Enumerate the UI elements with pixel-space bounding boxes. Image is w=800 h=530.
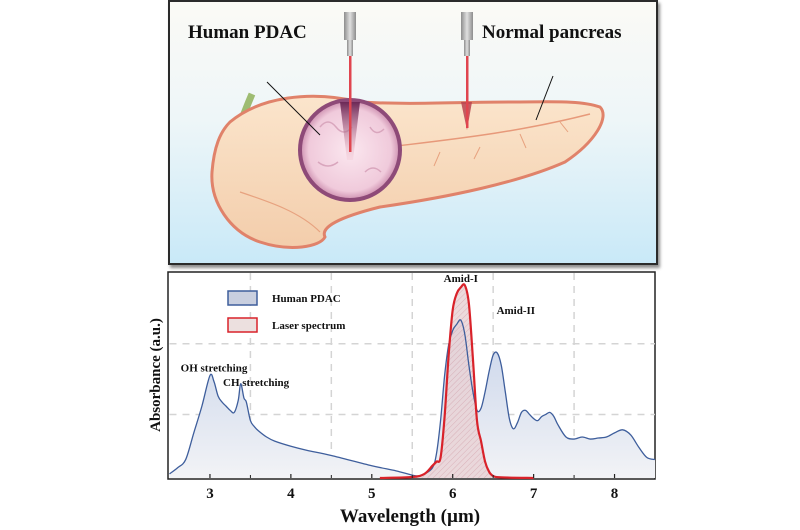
probe-right-tip bbox=[464, 40, 470, 56]
probe-left-tip bbox=[347, 40, 353, 56]
area-laser-spectrum bbox=[379, 284, 534, 478]
x-tick-label: 5 bbox=[368, 486, 376, 502]
x-tick-label: 6 bbox=[449, 486, 457, 502]
annotation-ch-stretching: CH stretching bbox=[223, 377, 290, 389]
probe-right bbox=[461, 12, 473, 40]
line-human-pdac bbox=[169, 319, 656, 477]
vessel-lower bbox=[239, 191, 321, 233]
annotation-amid-ii: Amid-II bbox=[497, 305, 536, 317]
laser-beam-left bbox=[349, 56, 352, 152]
legend-swatch-laser-spectrum bbox=[227, 317, 258, 333]
y-axis-title: Absorbance (a.u.) bbox=[148, 318, 164, 432]
pancreas-illustration: Human PDAC Normal pancreas bbox=[168, 0, 658, 265]
line-laser-spectrum bbox=[379, 283, 534, 480]
tumor-texture bbox=[317, 121, 385, 173]
series-areas bbox=[169, 283, 656, 480]
leader-line-normal bbox=[535, 75, 554, 121]
legend-label-laser-spectrum: Laser spectrum bbox=[272, 320, 345, 332]
legend-label-human-pdac: Human PDAC bbox=[272, 293, 341, 305]
annotation-amid-i: Amid-I bbox=[444, 273, 478, 285]
legend: Human PDAC Laser spectrum bbox=[227, 290, 345, 333]
leader-line-pdac bbox=[266, 81, 321, 136]
x-tick-label: 4 bbox=[287, 486, 295, 502]
x-axis-ticks: 3 4 5 6 7 8 bbox=[206, 474, 618, 502]
label-normal-pancreas: Normal pancreas bbox=[482, 22, 622, 43]
laser-beam-right bbox=[466, 56, 469, 128]
x-tick-label: 7 bbox=[530, 486, 538, 502]
x-tick-label: 3 bbox=[206, 486, 214, 502]
x-tick-label: 8 bbox=[611, 486, 619, 502]
x-axis-title: Wavelength (µm) bbox=[340, 506, 480, 527]
pancreas-drawing bbox=[210, 12, 605, 249]
annotations: OH stretching CH stretching Amid-I Amid-II bbox=[181, 273, 535, 389]
legend-swatch-human-pdac bbox=[227, 290, 258, 306]
label-human-pdac: Human PDAC bbox=[188, 22, 307, 43]
area-human-pdac bbox=[169, 319, 655, 478]
probe-left bbox=[344, 12, 356, 40]
annotation-oh-stretching: OH stretching bbox=[181, 362, 248, 374]
